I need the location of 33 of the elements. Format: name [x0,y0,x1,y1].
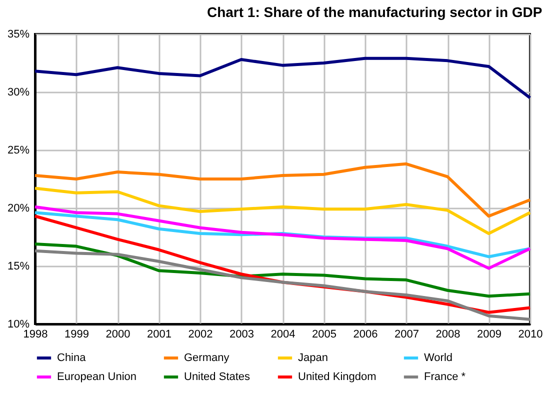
y-tick-label: 30% [7,86,30,98]
legend-label: European Union [57,371,137,383]
y-tick-label: 35% [7,28,30,40]
x-tick-label: 2006 [353,328,378,340]
line-series [34,56,532,100]
x-tick-label: 2004 [270,328,296,340]
line-series [34,205,532,270]
x-tick-label: 2009 [477,328,502,340]
legend-label: United Kingdom [298,371,376,383]
x-tick-label: 2008 [436,328,460,340]
x-tick-label: 1998 [23,328,48,340]
line-series [34,186,532,236]
x-tick-label: 2002 [188,328,213,340]
x-tick-label: 2005 [312,328,336,340]
legend-label: China [57,352,87,364]
legend-label: Japan [298,352,328,364]
line-series [34,162,532,218]
x-tick-label: 2000 [106,328,130,340]
x-tick-label: 2010 [518,328,543,340]
y-tick-label: 20% [7,202,30,214]
x-tick-label: 2001 [147,328,172,340]
chart-title: Chart 1: Share of the manufacturing sector in GDP [206,4,542,20]
x-tick-label: 1999 [64,328,89,340]
legend-label: France * [424,371,466,383]
y-tick-label: 25% [7,144,30,156]
legend-label: Germany [184,352,230,364]
y-tick-label: 10% [7,318,30,330]
y-tick-label: 15% [7,260,30,272]
line-series [34,249,532,321]
x-tick-label: 2003 [230,328,254,340]
legend-label: United States [184,371,251,383]
x-tick-label: 2007 [394,328,419,340]
legend-label: World [424,352,453,364]
